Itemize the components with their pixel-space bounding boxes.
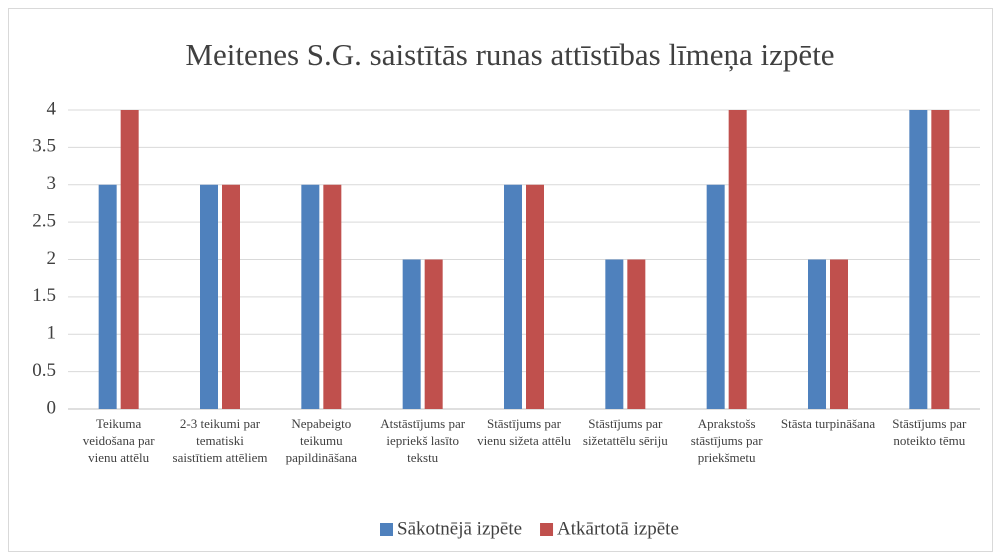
x-tick-label: Teikuma veidošana par vienu attēlu xyxy=(82,416,155,465)
bar xyxy=(504,184,522,409)
x-tick-label-box: Stāstījums par noteikto tēmu xyxy=(892,416,967,448)
bar xyxy=(526,184,544,409)
x-tick-label-box: Atstāstījums par iepriekš lasīto tekstu xyxy=(380,416,466,465)
x-tick-label-box: 2-3 teikumi par tematiski saistītiem att… xyxy=(172,416,268,465)
bar xyxy=(402,259,421,409)
x-tick-label-box: Aprakstošs stāstījums par priekšmetu xyxy=(690,416,763,465)
legend-label: Sākotnējā izpēte xyxy=(397,518,522,539)
legend-swatch xyxy=(540,523,554,536)
y-tick-label: 4 xyxy=(47,98,57,119)
bar xyxy=(931,110,950,409)
y-tick-label: 1 xyxy=(47,323,57,344)
bar xyxy=(728,110,747,409)
y-tick-label: 3 xyxy=(47,173,57,194)
x-tick-label: Nepabeigto teikumu papildināšana xyxy=(285,416,358,465)
x-tick-label: Stāstījums par noteikto tēmu xyxy=(892,416,967,448)
x-tick-label-box: Stāsta turpināšana xyxy=(780,416,876,431)
y-tick-label: 0.5 xyxy=(32,360,56,381)
y-tick-label: 0 xyxy=(47,397,57,418)
bar xyxy=(323,184,342,409)
bar xyxy=(98,184,117,409)
bar xyxy=(808,259,826,409)
bar xyxy=(222,184,240,409)
bar xyxy=(605,259,624,409)
bar xyxy=(120,110,139,409)
chart-title: Meitenes S.G. saistītās runas attīstības… xyxy=(185,37,834,72)
x-tick-label-box: Teikuma veidošana par vienu attēlu xyxy=(82,416,155,465)
x-tick-label-box: Stāstījums par sižetattēlu sēriju xyxy=(582,416,668,448)
bar xyxy=(424,259,443,409)
x-tick-label: Aprakstošs stāstījums par priekšmetu xyxy=(690,416,763,465)
bar xyxy=(627,259,646,409)
y-tick-label: 1.5 xyxy=(32,285,56,306)
x-tick-label: Stāstījums par vienu sižeta attēlu xyxy=(477,416,571,448)
bar xyxy=(830,259,848,409)
y-tick-label: 2 xyxy=(47,248,57,269)
x-tick-label: 2-3 teikumi par tematiski saistītiem att… xyxy=(172,416,268,465)
y-tick-label: 2.5 xyxy=(32,210,56,231)
legend-swatch xyxy=(380,523,393,536)
bar xyxy=(706,184,725,409)
x-tick-label-box: Stāstījums par vienu sižeta attēlu xyxy=(477,416,571,448)
bar xyxy=(200,184,218,409)
legend-label: Atkārtotā izpēte xyxy=(557,518,679,539)
y-tick-label: 3.5 xyxy=(32,136,56,157)
x-tick-label: Stāsta turpināšana xyxy=(780,416,876,431)
x-tick-label: Stāstījums par sižetattēlu sēriju xyxy=(582,416,668,448)
x-tick-label-box: Nepabeigto teikumu papildināšana xyxy=(285,416,358,465)
bar xyxy=(909,110,928,409)
x-tick-label: Atstāstījums par iepriekš lasīto tekstu xyxy=(380,416,466,465)
chart-border xyxy=(8,8,993,552)
bar xyxy=(301,184,320,409)
